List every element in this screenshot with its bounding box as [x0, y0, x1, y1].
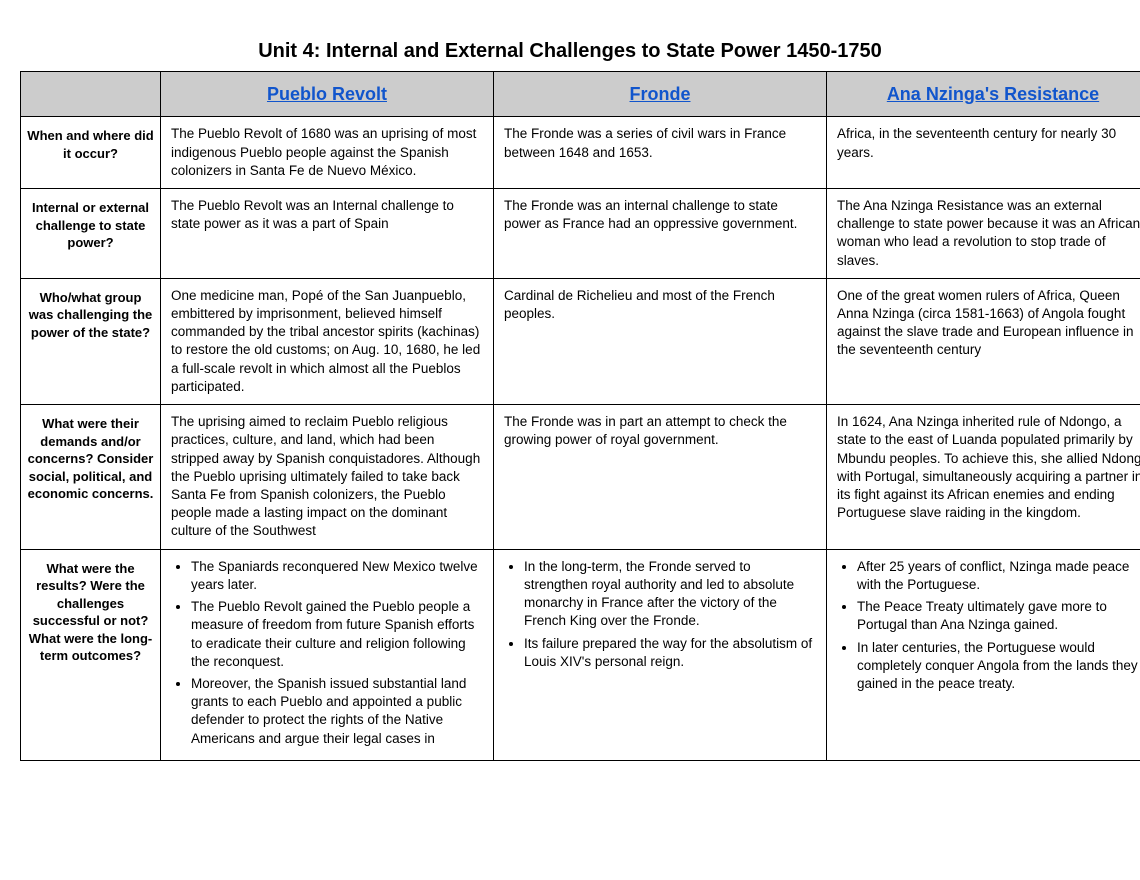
cell: The Fronde was a series of civil wars in…	[494, 117, 827, 189]
header-col-3: Ana Nzinga's Resistance	[827, 72, 1140, 117]
cell: The Spaniards reconquered New Mexico twe…	[161, 549, 494, 760]
list-item: The Peace Treaty ultimately gave more to…	[857, 598, 1140, 634]
comparison-table: Pueblo Revolt Fronde Ana Nzinga's Resist…	[20, 71, 1140, 761]
list-item: The Spaniards reconquered New Mexico twe…	[191, 558, 483, 594]
table-row: Who/what group was challenging the power…	[21, 278, 1140, 404]
results-list-c1: The Spaniards reconquered New Mexico twe…	[171, 558, 483, 748]
cell: The uprising aimed to reclaim Pueblo rel…	[161, 405, 494, 550]
table-row: What were their demands and/or concerns?…	[21, 405, 1140, 550]
list-item: After 25 years of conflict, Nzinga made …	[857, 558, 1140, 594]
cell: The Fronde was an internal challenge to …	[494, 188, 827, 278]
cell: Cardinal de Richelieu and most of the Fr…	[494, 278, 827, 404]
cell: In the long-term, the Fronde served to s…	[494, 549, 827, 760]
list-item: Its failure prepared the way for the abs…	[524, 635, 816, 671]
cell: One medicine man, Popé of the San Juanpu…	[161, 278, 494, 404]
row-label-internal-external: Internal or external challenge to state …	[21, 188, 161, 278]
link-fronde[interactable]: Fronde	[630, 84, 691, 104]
row-label-results: What were the results? Were the challeng…	[21, 549, 161, 760]
cell: Africa, in the seventeenth century for n…	[827, 117, 1140, 189]
table-row: What were the results? Were the challeng…	[21, 549, 1140, 760]
header-col-1: Pueblo Revolt	[161, 72, 494, 117]
header-col-2: Fronde	[494, 72, 827, 117]
table-row: Internal or external challenge to state …	[21, 188, 1140, 278]
link-pueblo-revolt[interactable]: Pueblo Revolt	[267, 84, 387, 104]
list-item: The Pueblo Revolt gained the Pueblo peop…	[191, 598, 483, 671]
cell: The Pueblo Revolt of 1680 was an uprisin…	[161, 117, 494, 189]
header-empty	[21, 72, 161, 117]
link-ana-nzinga[interactable]: Ana Nzinga's Resistance	[887, 84, 1099, 104]
cell: The Fronde was in part an attempt to che…	[494, 405, 827, 550]
row-label-demands: What were their demands and/or concerns?…	[21, 405, 161, 550]
page-title: Unit 4: Internal and External Challenges…	[20, 40, 1120, 63]
list-item: In later centuries, the Portuguese would…	[857, 639, 1140, 694]
row-label-when-where: When and where did it occur?	[21, 117, 161, 189]
cell: The Ana Nzinga Resistance was an externa…	[827, 188, 1140, 278]
cell: After 25 years of conflict, Nzinga made …	[827, 549, 1140, 760]
cell: One of the great women rulers of Africa,…	[827, 278, 1140, 404]
cell: The Pueblo Revolt was an Internal challe…	[161, 188, 494, 278]
results-list-c3: After 25 years of conflict, Nzinga made …	[837, 558, 1140, 694]
list-item: Moreover, the Spanish issued substantial…	[191, 675, 483, 748]
table-row: When and where did it occur? The Pueblo …	[21, 117, 1140, 189]
list-item: In the long-term, the Fronde served to s…	[524, 558, 816, 631]
results-list-c2: In the long-term, the Fronde served to s…	[504, 558, 816, 671]
cell: In 1624, Ana Nzinga inherited rule of Nd…	[827, 405, 1140, 550]
row-label-who: Who/what group was challenging the power…	[21, 278, 161, 404]
